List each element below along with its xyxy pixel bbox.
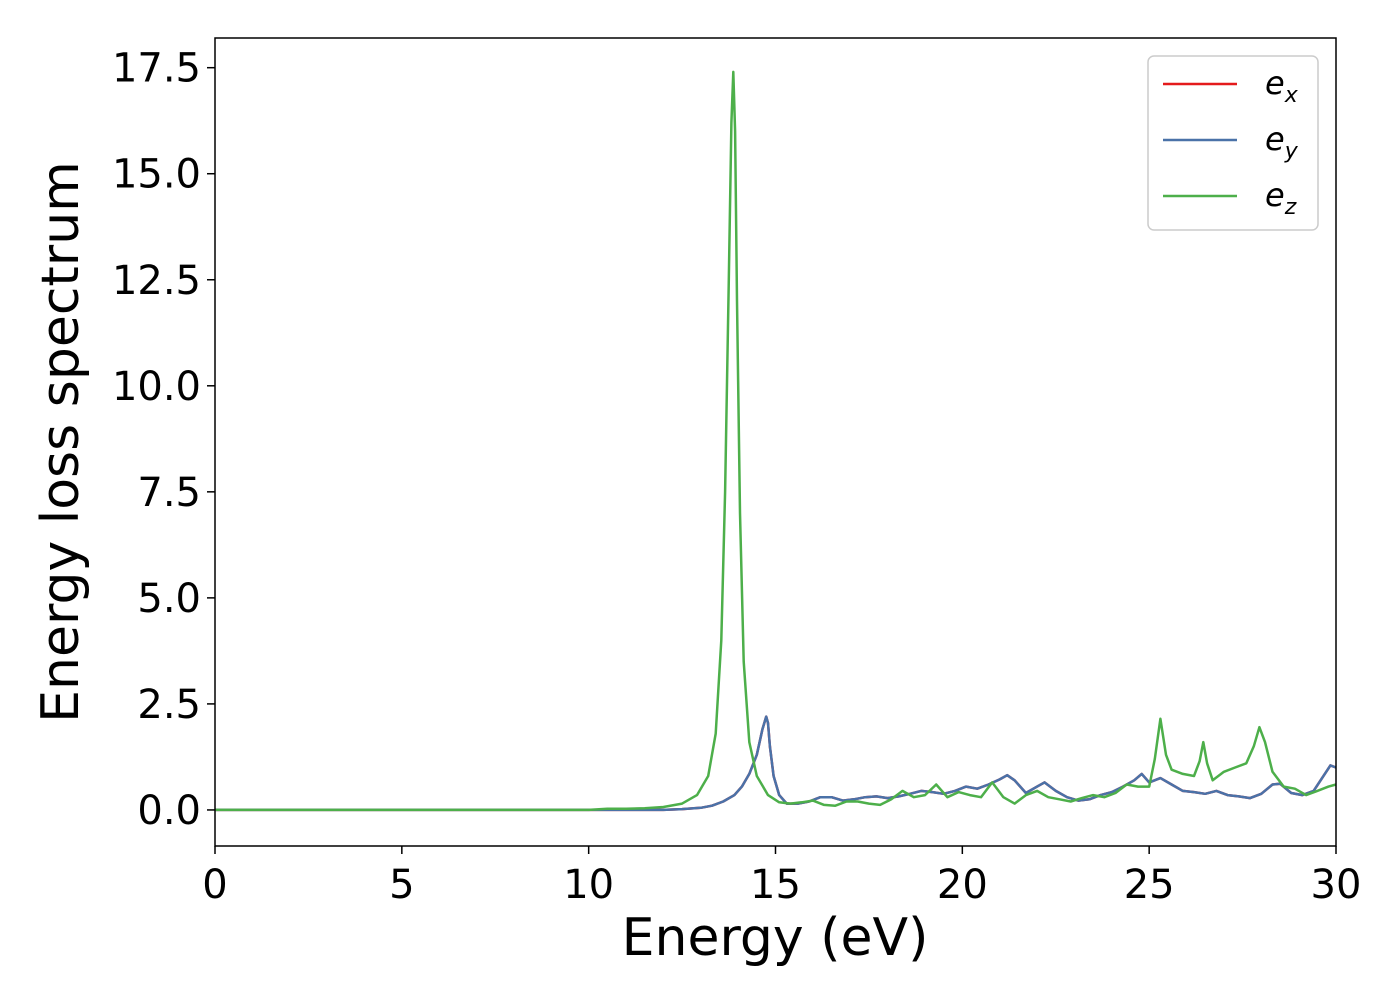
legend-label-subscript: y	[1284, 139, 1299, 164]
x-axis-ticks: 0 5 10 15 20 25 30	[202, 846, 1361, 908]
x-tick-label: 10	[563, 862, 614, 908]
legend-label-e-z: ez	[1265, 176, 1297, 220]
legend-frame	[1147, 55, 1319, 231]
x-tick-label: 20	[937, 862, 988, 908]
legend-label-base: e	[1265, 64, 1285, 102]
legend-label-subscript: x	[1284, 83, 1299, 108]
y-tick-label: 7.5	[137, 470, 201, 516]
y-tick-label: 10.0	[112, 364, 201, 410]
y-axis-label: Energy loss spectrum	[31, 161, 91, 723]
legend-label-e-y: ey	[1265, 120, 1299, 164]
legend-label-e-x: ex	[1265, 64, 1299, 108]
y-tick-label: 0.0	[137, 788, 201, 834]
y-tick-label: 15.0	[112, 152, 201, 198]
x-tick-label: 30	[1311, 862, 1362, 908]
plot-lines	[215, 70, 1337, 812]
y-tick-label: 17.5	[112, 46, 201, 92]
series-line-e-y	[215, 715, 1337, 812]
legend-label-subscript: z	[1284, 195, 1297, 220]
legend-label-base: e	[1265, 120, 1285, 158]
y-tick-label: 5.0	[137, 576, 201, 622]
legend-label-base: e	[1265, 176, 1285, 214]
x-tick-label: 0	[202, 862, 227, 908]
y-tick-label: 2.5	[137, 682, 201, 728]
x-axis-label: Energy (eV)	[622, 908, 929, 968]
y-tick-label: 12.5	[112, 258, 201, 304]
x-tick-label: 25	[1124, 862, 1175, 908]
x-tick-label: 15	[750, 862, 801, 908]
x-tick-label: 5	[389, 862, 414, 908]
y-axis-ticks: 0.0 2.5 5.0 7.5 10.0 12.5 15.0 17.5	[112, 46, 215, 834]
series-line-e-z	[215, 70, 1337, 812]
